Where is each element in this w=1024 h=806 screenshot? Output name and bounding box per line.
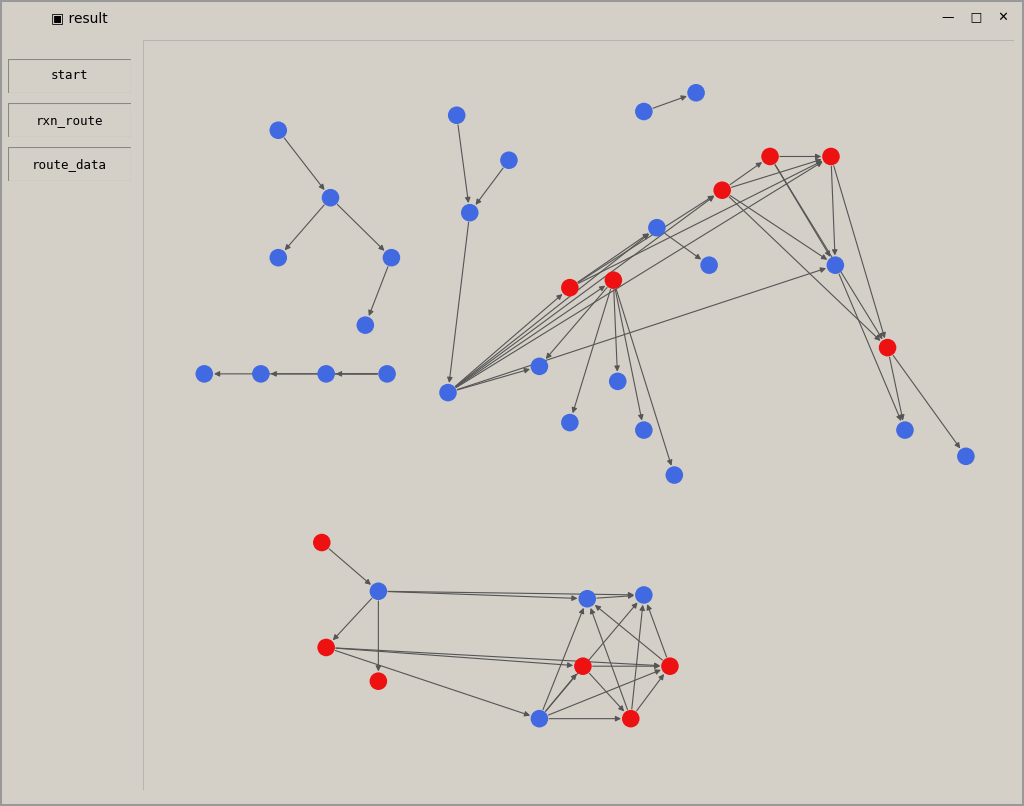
Point [957, 450, 974, 463]
Point [462, 206, 478, 219]
Point [636, 424, 652, 437]
Text: —    □    ✕: — □ ✕ [942, 11, 1009, 25]
Point [449, 109, 465, 122]
Text: rxn_route: rxn_route [36, 114, 103, 127]
Point [714, 184, 730, 197]
Point [371, 585, 387, 598]
Point [561, 281, 578, 294]
Point [270, 251, 287, 264]
Point [357, 318, 374, 331]
Point [636, 105, 652, 118]
Point [317, 641, 334, 654]
Point [574, 660, 591, 673]
Point [623, 713, 639, 725]
Point [440, 386, 457, 399]
Point [609, 375, 626, 388]
Point [762, 150, 778, 163]
Point [313, 536, 330, 549]
Point [827, 259, 844, 272]
Point [561, 416, 578, 429]
Text: start: start [51, 69, 88, 82]
Point [688, 86, 705, 99]
Point [666, 468, 682, 481]
Point [605, 274, 622, 287]
Text: ▣ result: ▣ result [51, 11, 108, 25]
Point [379, 368, 395, 380]
Point [197, 368, 213, 380]
Point [253, 368, 269, 380]
Point [270, 124, 287, 137]
Text: route_data: route_data [32, 158, 108, 171]
Point [323, 191, 339, 204]
Point [636, 588, 652, 601]
Point [317, 368, 334, 380]
Point [580, 592, 596, 605]
Point [897, 424, 913, 437]
Point [649, 221, 666, 234]
Point [383, 251, 399, 264]
Point [531, 713, 548, 725]
Point [501, 154, 517, 167]
Point [662, 660, 678, 673]
Point [880, 341, 896, 354]
Point [531, 360, 548, 373]
Point [371, 675, 387, 688]
Point [823, 150, 840, 163]
Point [700, 259, 717, 272]
